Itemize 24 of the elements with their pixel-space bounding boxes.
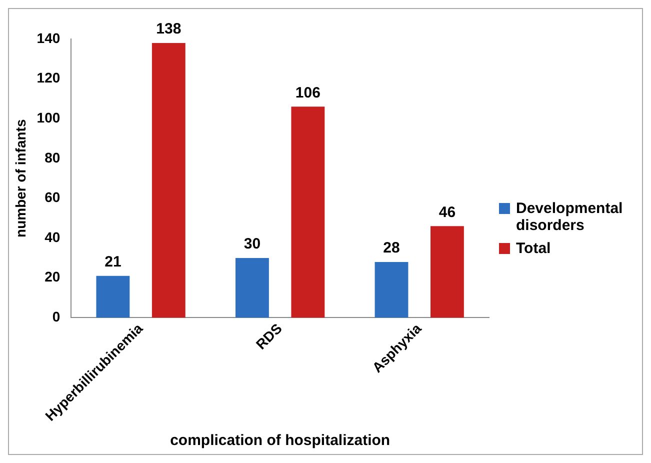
y-tick-label: 100 bbox=[36, 109, 60, 126]
legend-label: Developmental disorders bbox=[516, 200, 624, 234]
bar bbox=[152, 42, 186, 318]
data-label: 21 bbox=[104, 254, 122, 271]
y-tick-label: 0 bbox=[52, 308, 60, 325]
y-axis-title: number of infants bbox=[12, 119, 28, 238]
bar bbox=[96, 276, 130, 318]
legend-label: Total bbox=[516, 240, 551, 257]
bar bbox=[236, 258, 269, 318]
bar bbox=[430, 226, 464, 318]
x-axis-title: complication of hospitalization bbox=[170, 432, 390, 450]
bar bbox=[374, 262, 408, 318]
y-tick-label: 40 bbox=[44, 228, 60, 245]
data-label: 46 bbox=[438, 204, 456, 221]
y-tick-label: 120 bbox=[36, 70, 60, 86]
data-label: 28 bbox=[383, 240, 400, 257]
data-label: 106 bbox=[295, 84, 320, 102]
data-label: 30 bbox=[244, 236, 261, 253]
y-tick-label: 80 bbox=[44, 149, 60, 166]
y-tick-label: 140 bbox=[36, 30, 60, 46]
y-tick-label: 60 bbox=[44, 189, 60, 206]
data-label: 138 bbox=[156, 20, 182, 38]
bar bbox=[291, 106, 325, 318]
y-tick-label: 20 bbox=[44, 268, 60, 285]
